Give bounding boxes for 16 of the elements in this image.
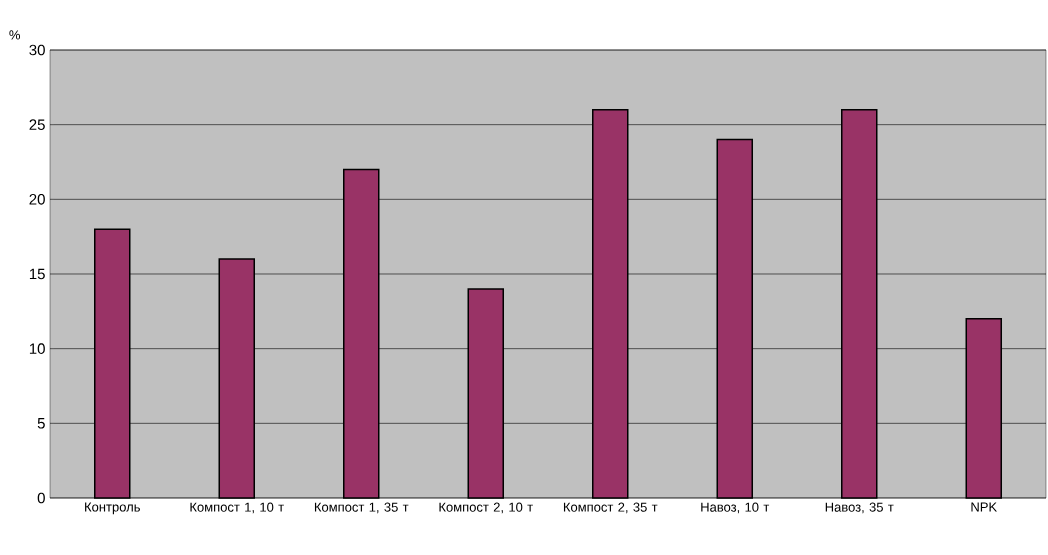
x-tick-label: Компост 1, 10 т (190, 502, 284, 514)
x-tick-label: Компост 2, 35 т (563, 502, 658, 514)
x-tick-label: Навоз, 10 т (701, 502, 770, 514)
y-tick-label: 0 (37, 492, 45, 504)
y-tick-label: 15 (29, 268, 45, 280)
y-tick-label: 25 (29, 119, 45, 130)
y-tick-label: 5 (37, 418, 45, 429)
y-tick-label: 30 (29, 44, 45, 56)
x-tick-label: NPK (971, 502, 997, 512)
x-tick-label: Навоз, 35 т (825, 502, 894, 514)
y-axis-title: % (9, 30, 21, 40)
y-tick-label: 10 (29, 343, 45, 354)
x-tick-label: Компост 1, 35 т (314, 502, 409, 514)
x-tick-label: Компост 2, 10 т (439, 502, 533, 514)
x-tick-label: Контроль (85, 502, 140, 515)
y-tick-label: 20 (29, 194, 45, 205)
